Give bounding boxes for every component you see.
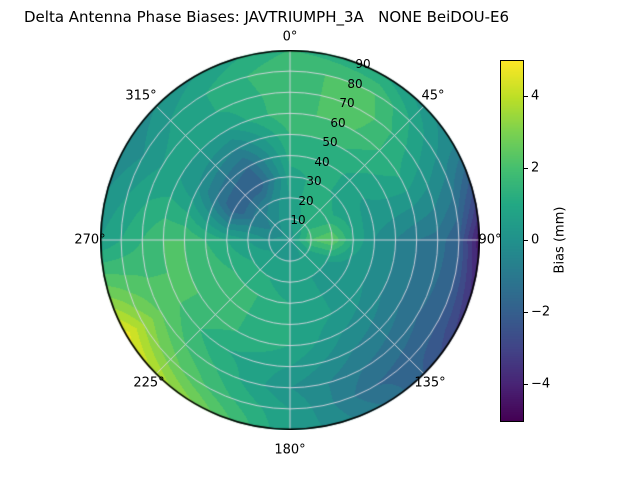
- radial-tick-label-80: 80: [347, 77, 363, 91]
- radial-tick-label-70: 70: [339, 96, 355, 110]
- colorbar-tick-label: 0: [531, 232, 540, 248]
- angle-label-180: 180°: [274, 442, 306, 458]
- polar-heatmap-canvas: [100, 50, 480, 430]
- colorbar-tick-label: −4: [531, 376, 551, 392]
- colorbar-axis-label: Bias (mm): [552, 206, 568, 274]
- colorbar-tick-label: 4: [531, 88, 540, 104]
- colorbar-tick: [524, 96, 528, 97]
- radial-tick-label-20: 20: [298, 194, 314, 208]
- angle-label-45: 45°: [421, 88, 445, 104]
- angle-label-270: 270°: [74, 232, 106, 248]
- colorbar-tick-label: −2: [531, 304, 551, 320]
- radial-tick-label-10: 10: [290, 213, 306, 227]
- angle-label-0: 0°: [282, 29, 298, 45]
- angle-label-90: 90°: [478, 232, 502, 248]
- radial-tick-label-90: 90: [355, 57, 371, 71]
- colorbar-tick: [524, 384, 528, 385]
- colorbar-tick-label: 2: [531, 160, 540, 176]
- angle-label-135: 135°: [414, 375, 446, 391]
- colorbar-tick: [524, 240, 528, 241]
- chart-title: Delta Antenna Phase Biases: JAVTRIUMPH_3…: [24, 8, 510, 26]
- colorbar-canvas: [500, 60, 524, 422]
- radial-tick-label-50: 50: [322, 135, 338, 149]
- radial-tick-label-60: 60: [330, 116, 346, 130]
- colorbar-tick: [524, 168, 528, 169]
- angle-label-225: 225°: [133, 375, 165, 391]
- angle-label-315: 315°: [125, 88, 157, 104]
- radial-tick-label-40: 40: [314, 155, 330, 169]
- radial-tick-label-30: 30: [306, 174, 322, 188]
- colorbar-tick: [524, 312, 528, 313]
